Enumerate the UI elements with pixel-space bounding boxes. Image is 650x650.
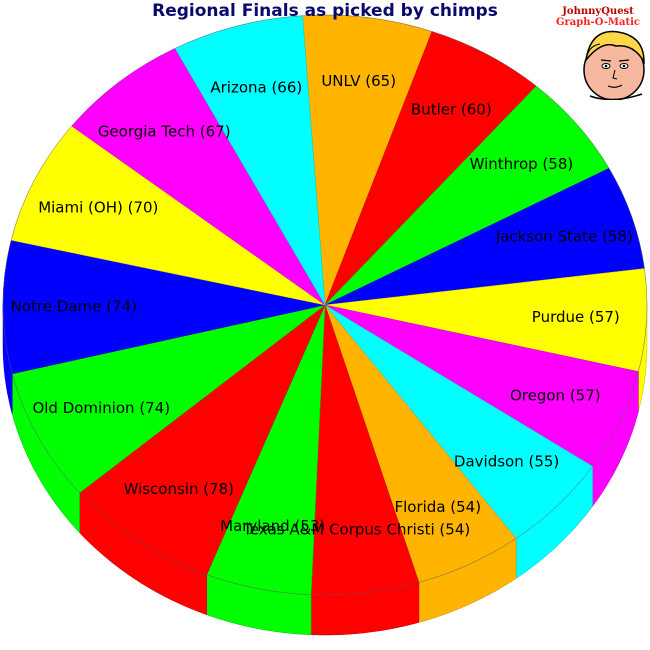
slice-label: Georgia Tech (67) bbox=[98, 122, 231, 140]
slice-label: Jackson State (58) bbox=[495, 227, 633, 245]
slice-label: Notre Dame (74) bbox=[11, 298, 137, 316]
slice-label: Miami (OH) (70) bbox=[38, 199, 158, 217]
chart-title: Regional Finals as picked by chimps bbox=[152, 1, 498, 21]
slice-label: Florida (54) bbox=[395, 498, 482, 516]
labels-layer: UNLV (65) Butler (60) Winthrop (58) Jackson… bbox=[11, 72, 633, 539]
slice-label: UNLV (65) bbox=[321, 72, 396, 90]
slice-label: Old Dominion (74) bbox=[32, 399, 170, 417]
slice-label: Purdue (57) bbox=[532, 308, 620, 326]
logo-line2: Graph-O-Matic bbox=[556, 17, 640, 28]
slice-label: Davidson (55) bbox=[454, 452, 559, 470]
slice-label: Oregon (57) bbox=[510, 386, 601, 404]
slice-label: Wisconsin (78) bbox=[124, 480, 234, 498]
slice-label: Arizona (66) bbox=[210, 78, 302, 96]
logo-line1: JohnnyQuest bbox=[561, 6, 634, 17]
slice-label: Butler (60) bbox=[411, 101, 492, 119]
boy-face-icon bbox=[583, 30, 645, 100]
slice-label: Texas A&M Corpus Christi (54) bbox=[242, 520, 470, 538]
slice-label: Maryland (53) bbox=[220, 517, 325, 535]
pie-outline bbox=[2, 14, 648, 596]
slice-label: Winthrop (58) bbox=[470, 155, 574, 173]
slices-layer bbox=[2, 14, 648, 636]
johnnyquest-logo: JohnnyQuest Graph-O-Matic bbox=[556, 6, 645, 100]
